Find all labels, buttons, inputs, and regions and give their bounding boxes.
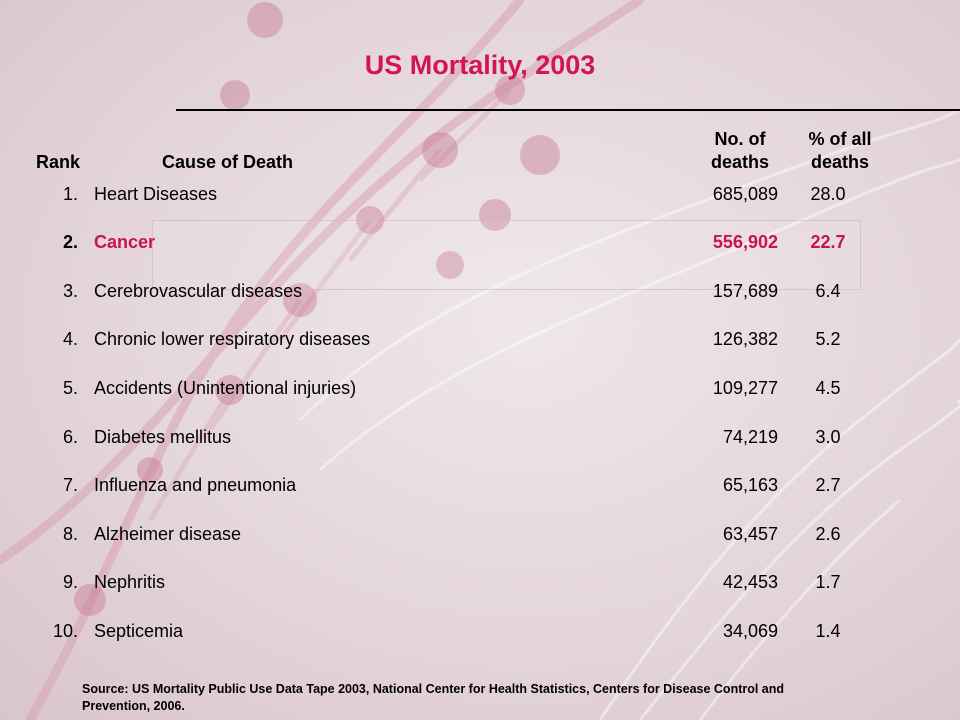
percent-cell: 22.7	[810, 232, 846, 252]
column-header-deaths-line2: deaths	[710, 152, 770, 172]
column-header-deaths: No. of deaths	[700, 128, 780, 174]
rank-cell: 6.	[62, 427, 78, 447]
column-header-deaths-line1: No. of	[714, 129, 766, 149]
rank-cell: 1.	[62, 184, 78, 204]
cause-cell: Cerebrovascular diseases	[94, 281, 303, 301]
rank-cell: 10.	[52, 621, 78, 641]
rank-cell: 5.	[62, 378, 78, 398]
percent-cell: 28.0	[810, 184, 846, 204]
percent-cell: 2.7	[815, 475, 841, 495]
table-row: 8. Alzheimer disease 63,457 2.6	[0, 522, 960, 546]
table-row: 5. Accidents (Unintentional injuries) 10…	[0, 376, 960, 400]
column-header-percent: % of all deaths	[790, 128, 890, 174]
table-row: 10. Septicemia 34,069 1.4	[0, 619, 960, 643]
deaths-cell: 157,689	[712, 281, 778, 301]
page-title: US Mortality, 2003	[364, 50, 596, 80]
percent-cell: 6.4	[815, 281, 841, 301]
rank-cell: 9.	[62, 572, 78, 592]
cause-cell: Accidents (Unintentional injuries)	[94, 378, 357, 398]
cause-cell: Heart Diseases	[94, 184, 218, 204]
cause-cell: Diabetes mellitus	[94, 427, 232, 447]
table-row: 4. Chronic lower respiratory diseases 12…	[0, 327, 960, 351]
deaths-cell: 126,382	[712, 329, 778, 349]
percent-cell: 1.7	[815, 572, 841, 592]
table-row: 3. Cerebrovascular diseases 157,689 6.4	[0, 279, 960, 303]
deaths-cell: 74,219	[722, 427, 778, 447]
rank-cell: 2.	[62, 232, 78, 252]
deaths-cell: 34,069	[722, 621, 778, 641]
cause-cell: Cancer	[94, 232, 156, 252]
table-row-highlighted: 2. Cancer 556,902 22.7	[0, 230, 960, 254]
highlight-box	[152, 220, 861, 290]
source-note: Source: US Mortality Public Use Data Tap…	[82, 681, 932, 715]
cause-cell: Chronic lower respiratory diseases	[94, 329, 371, 349]
rank-cell: 7.	[62, 475, 78, 495]
rank-cell: 4.	[62, 329, 78, 349]
cause-cell: Influenza and pneumonia	[94, 475, 297, 495]
deaths-cell: 685,089	[712, 184, 778, 204]
percent-cell: 2.6	[815, 524, 841, 544]
source-note-line1: Source: US Mortality Public Use Data Tap…	[82, 682, 785, 696]
cause-cell: Septicemia	[94, 621, 184, 641]
title-divider	[176, 109, 960, 111]
cause-cell: Nephritis	[94, 572, 166, 592]
percent-cell: 3.0	[815, 427, 841, 447]
table-row: 9. Nephritis 42,453 1.7	[0, 570, 960, 594]
column-header-percent-line1: % of all	[808, 129, 872, 149]
column-header-rank: Rank	[36, 152, 81, 172]
rank-cell: 3.	[62, 281, 78, 301]
cause-cell: Alzheimer disease	[94, 524, 242, 544]
table-row: 6. Diabetes mellitus 74,219 3.0	[0, 425, 960, 449]
column-header-cause: Cause of Death	[162, 152, 294, 172]
percent-cell: 5.2	[815, 329, 841, 349]
deaths-cell: 42,453	[722, 572, 778, 592]
table-row: 7. Influenza and pneumonia 65,163 2.7	[0, 473, 960, 497]
percent-cell: 4.5	[815, 378, 841, 398]
deaths-cell: 109,277	[712, 378, 778, 398]
deaths-cell: 556,902	[712, 232, 778, 252]
deaths-cell: 65,163	[722, 475, 778, 495]
rank-cell: 8.	[62, 524, 78, 544]
deaths-cell: 63,457	[722, 524, 778, 544]
source-note-line2: Prevention, 2006.	[82, 699, 185, 713]
table-row: 1. Heart Diseases 685,089 28.0	[0, 182, 960, 206]
percent-cell: 1.4	[815, 621, 841, 641]
column-header-percent-line2: deaths	[810, 152, 870, 172]
